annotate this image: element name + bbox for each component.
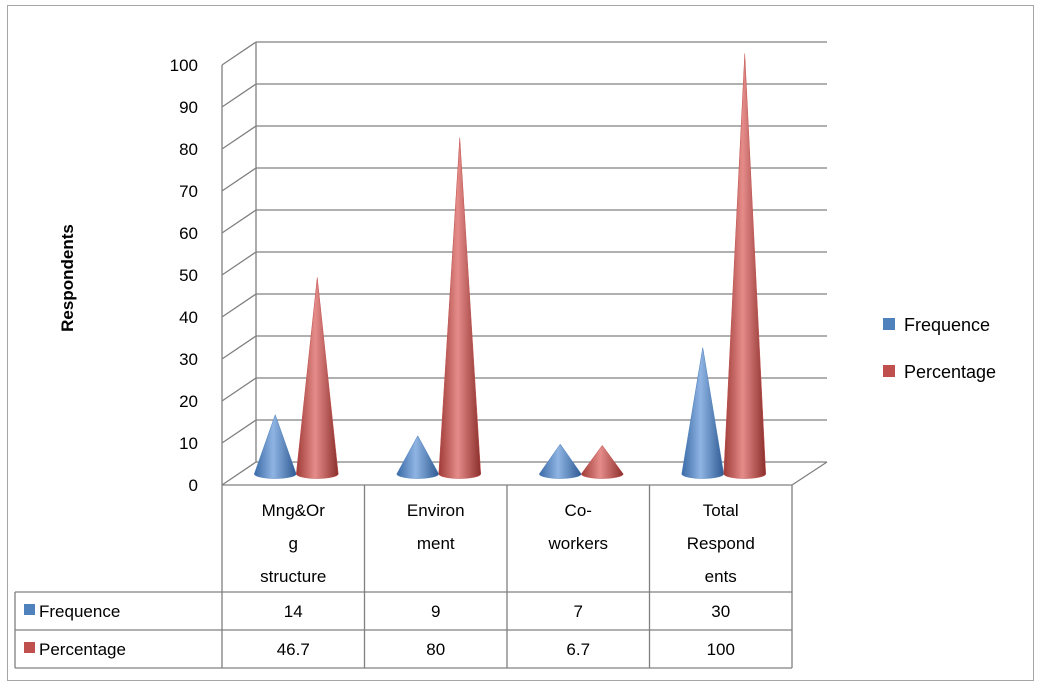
x-category-label: ents [705,567,737,586]
table-legend-key [24,604,35,615]
cone-body [723,53,767,479]
x-category-label: workers [547,534,608,553]
cone-body [438,137,482,479]
legend-label-frequence: Frequence [904,315,990,335]
gridline-side [221,335,257,360]
cone-body [253,413,297,479]
cones [253,53,767,479]
x-category-label: ment [417,534,455,553]
chart-frame [7,5,1034,681]
y-axis-title: Respondents [58,224,77,332]
table-legend-key [24,642,35,653]
x-category-label: Co- [565,501,592,520]
table-value: 14 [284,602,303,621]
gridline-side [221,377,257,402]
gridline-side [221,41,257,66]
gridline-side [221,251,257,276]
cone-percentage-3 [723,53,767,479]
x-category-label: Total [703,501,739,520]
x-category-label: Mng&Or [262,501,326,520]
cone-frequence-1 [396,435,440,479]
table-series-name: Percentage [39,640,126,659]
cone-frequence-2 [538,443,582,479]
gridline-side [221,209,257,234]
x-category-label: structure [260,567,326,586]
table-value: 80 [426,640,445,659]
y-tick-label: 70 [179,182,198,201]
cone-body [295,277,339,479]
table-value: 46.7 [277,640,310,659]
data-table: Mng&Or g structure Environ ment Co-workers Tot… [14,485,793,669]
floor-right-edge [791,461,828,486]
cone-percentage-0 [295,277,339,479]
y-tick-label: 60 [179,224,198,243]
table-value: 9 [431,602,440,621]
cone-body [396,435,440,479]
y-axis-ticks: 0 10 20 30 40 50 60 70 80 90 100 [170,56,198,495]
x-category-label: g [289,534,298,553]
cone-percentage-2 [580,444,624,479]
gridline-side [221,167,257,192]
legend: Frequence Percentage [883,315,996,382]
cone-body [681,347,725,479]
x-category-label: Environ [407,501,465,520]
y-tick-label: 80 [179,140,198,159]
gridline-side [221,293,257,318]
y-tick-label: 10 [179,434,198,453]
legend-label-percentage: Percentage [904,362,996,382]
y-tick-label: 30 [179,350,198,369]
x-category-label: Respond [687,534,755,553]
y-tick-label: 90 [179,98,198,117]
table-value: 7 [574,602,583,621]
y-tick-label: 0 [189,476,198,495]
legend-key-frequence [883,318,895,330]
gridline-side [221,125,257,150]
gridline-side [221,461,257,486]
y-tick-label: 40 [179,308,198,327]
table-series-name: Frequence [39,602,120,621]
legend-key-percentage [883,365,895,377]
gridline-side [221,419,257,444]
y-tick-label: 50 [179,266,198,285]
cone-frequence-0 [253,413,297,479]
table-value: 6.7 [566,640,590,659]
cone-percentage-1 [438,137,482,479]
table-value: 30 [711,602,730,621]
cone-frequence-3 [681,347,725,479]
table-value: 100 [707,640,735,659]
cone-body [538,443,582,479]
gridline-side [221,83,257,108]
y-tick-label: 100 [170,56,198,75]
y-tick-label: 20 [179,392,198,411]
cone-body [580,444,624,479]
